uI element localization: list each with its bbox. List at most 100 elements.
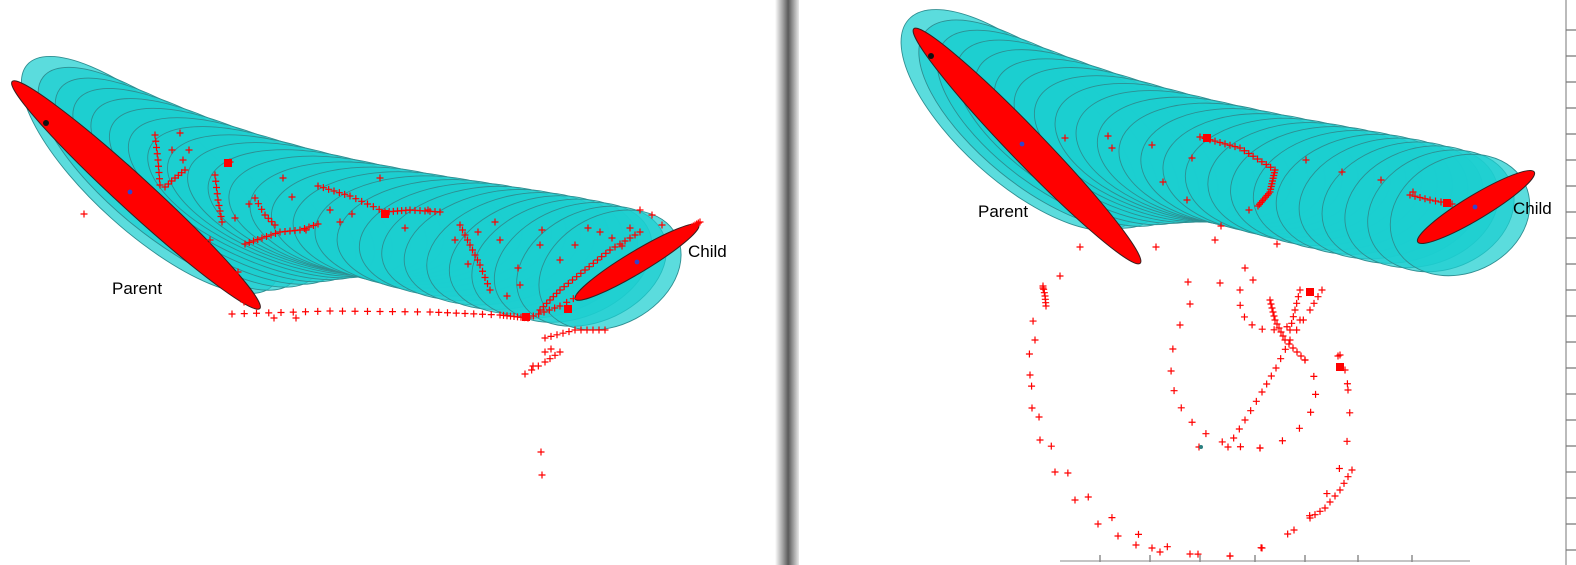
trajectory-marker [231, 214, 239, 222]
trajectory-marker [245, 200, 253, 208]
trajectory-marker [1064, 469, 1072, 477]
trajectory-marker [1047, 442, 1055, 450]
trajectory-marker [1231, 143, 1239, 151]
left-child-label: Child [688, 242, 727, 261]
trajectory-marker [577, 326, 585, 334]
trajectory-marker [214, 196, 222, 204]
trajectory-marker [1262, 161, 1270, 168]
trajectory-marker [1108, 144, 1116, 152]
trajectory-marker [583, 287, 591, 295]
trajectory-marker [569, 295, 577, 303]
trajectory-marker [621, 237, 629, 245]
panel-divider [775, 0, 799, 565]
trajectory-marker [1245, 206, 1253, 214]
trajectory-marker [250, 237, 257, 245]
trajectory-marker [1186, 300, 1194, 308]
trajectory-marker [1258, 325, 1266, 333]
trajectory-marker [1295, 424, 1303, 432]
trajectory-marker [1224, 443, 1232, 451]
trajectory-marker [80, 210, 88, 218]
trajectory-marker [1194, 550, 1202, 558]
trajectory-marker [264, 214, 272, 222]
trajectory-marker [1270, 312, 1278, 320]
trajectory-marker [1039, 282, 1047, 290]
trajectory-marker [212, 177, 220, 185]
trajectory-marker [181, 166, 189, 174]
trajectory-marker [1148, 544, 1156, 552]
trajectory-marker [254, 200, 262, 208]
trajectory-marker [1310, 299, 1318, 307]
trajectory-marker [1269, 308, 1277, 316]
trajectory-marker [551, 351, 559, 359]
trajectory-marker [678, 230, 686, 238]
trajectory-marker [1267, 372, 1275, 380]
trajectory-marker [1377, 176, 1385, 184]
trajectory-marker [1241, 416, 1249, 424]
trajectory-marker [1340, 479, 1348, 487]
trajectory-marker [1152, 243, 1160, 251]
trajectory-marker [369, 203, 377, 211]
trajectory-marker [352, 195, 360, 203]
trajectory-marker [245, 239, 253, 246]
trajectory-marker [326, 307, 334, 315]
trajectory-marker [1266, 296, 1274, 304]
trajectory-marker [168, 177, 176, 185]
trajectory-marker [228, 310, 236, 318]
trajectory-marker [1426, 196, 1434, 204]
trajectory-marker [339, 307, 346, 315]
trajectory-marker [1289, 344, 1297, 352]
trajectory-marker [1216, 279, 1224, 287]
trajectory-marker [305, 223, 313, 231]
trajectory-marker [541, 348, 549, 356]
trajectory-marker [1254, 155, 1261, 163]
trajectory-marker [536, 241, 544, 249]
trajectory-marker [1323, 490, 1331, 498]
trajectory-marker [161, 183, 169, 191]
trajectory-marker [546, 296, 554, 304]
right-parent-label: Parent [978, 202, 1028, 221]
trajectory-marker [1108, 514, 1116, 522]
trajectory-marker [265, 309, 273, 317]
trajectory-marker [1163, 543, 1171, 551]
trajectory-marker [234, 268, 242, 276]
trajectory-marker [1279, 332, 1287, 340]
trajectory-marker [595, 326, 603, 334]
trajectory-marker [1306, 306, 1314, 314]
right-child-label: Child [1513, 199, 1552, 218]
trajectory-marker [1343, 380, 1351, 388]
origin-dot [1199, 445, 1203, 449]
trajectory-marker [1311, 511, 1319, 519]
trajectory-marker [1104, 132, 1112, 140]
trajectory-marker [1196, 133, 1204, 141]
trajectory-marker [1310, 372, 1318, 380]
trajectory-marker [364, 200, 371, 208]
trajectory-marker [1028, 382, 1036, 390]
trajectory-marker [168, 146, 176, 154]
trajectory-marker [1267, 163, 1275, 171]
trajectory-marker [1321, 504, 1329, 512]
trajectory-marker [459, 226, 466, 234]
trajectory-marker [464, 260, 472, 268]
trajectory-marker [479, 267, 486, 275]
trajectory-marker [528, 366, 536, 374]
trajectory-marker [565, 328, 573, 336]
trajectory-marker [569, 276, 576, 284]
trajectory-marker [479, 310, 486, 318]
trajectory-marker [553, 331, 561, 339]
left-trajectory-markers [43, 120, 704, 479]
trajectory-marker [376, 174, 384, 182]
trajectory-marker [556, 348, 564, 356]
trajectory-marker [1221, 140, 1229, 148]
trajectory-marker [589, 326, 597, 334]
trajectory-marker [185, 146, 193, 154]
trajectory-marker [1071, 496, 1079, 504]
trajectory-marker [1100, 214, 1108, 222]
trajectory-marker [1281, 345, 1289, 353]
trajectory-marker [444, 309, 451, 317]
trajectory-marker [270, 314, 278, 322]
trajectory-marker [1236, 144, 1244, 152]
trajectory-marker [470, 310, 478, 318]
trajectory-marker [1031, 336, 1039, 344]
trajectory-marker [1258, 388, 1266, 396]
trajectory-marker [1314, 293, 1322, 301]
